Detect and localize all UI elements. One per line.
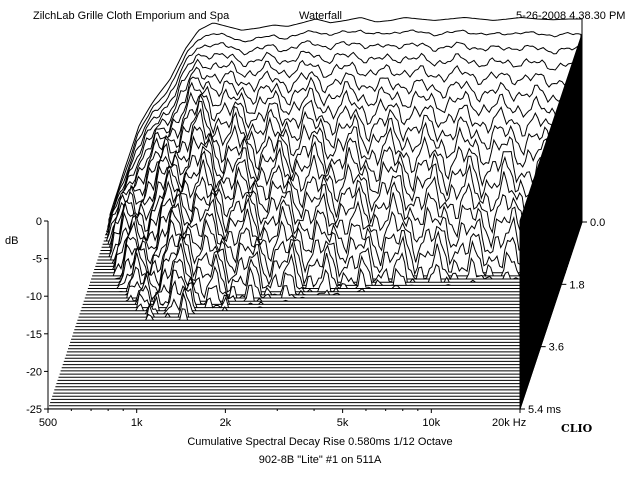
chart-subtitle: Cumulative Spectral Decay Rise 0.580ms 1… xyxy=(187,436,453,448)
slice-30 xyxy=(79,286,552,315)
time-tick-label: 5.4 ms xyxy=(528,404,562,416)
x-tick-label: 500 xyxy=(39,417,57,429)
time-tick-label: 3.6 xyxy=(549,342,564,354)
x-tick-label: 1k xyxy=(131,417,143,429)
y-tick-label: -15 xyxy=(26,329,42,341)
slice-31 xyxy=(80,279,553,312)
x-tick-label: 20k Hz xyxy=(492,417,526,429)
header-company: ZilchLab Grille Cloth Emporium and Spa xyxy=(33,10,230,22)
time-axis-line xyxy=(519,221,583,410)
y-tick-label: 0 xyxy=(36,216,42,228)
slice-35 xyxy=(84,234,557,300)
y-tick-label: -20 xyxy=(26,366,42,378)
time-tick-label: 0.0 xyxy=(590,217,605,229)
x-tick-label: 2k xyxy=(220,417,232,429)
spectral-slices xyxy=(48,16,583,410)
x-tick-label: 5k xyxy=(337,417,349,429)
y-tick-label: -10 xyxy=(26,291,42,303)
header-chart-title: Waterfall xyxy=(299,10,342,22)
slice-29 xyxy=(78,291,551,318)
device-label: 902-8B "Lite" #1 on 511A xyxy=(258,454,382,466)
y-tick-label: -5 xyxy=(32,254,42,266)
y-tick-label: -25 xyxy=(26,404,42,416)
x-tick-label: 10k xyxy=(422,417,440,429)
slice-28 xyxy=(77,308,550,321)
y-axis-label: dB xyxy=(5,235,18,247)
time-tick-label: 1.8 xyxy=(569,279,584,291)
clio-logo: CLIO xyxy=(561,422,593,435)
